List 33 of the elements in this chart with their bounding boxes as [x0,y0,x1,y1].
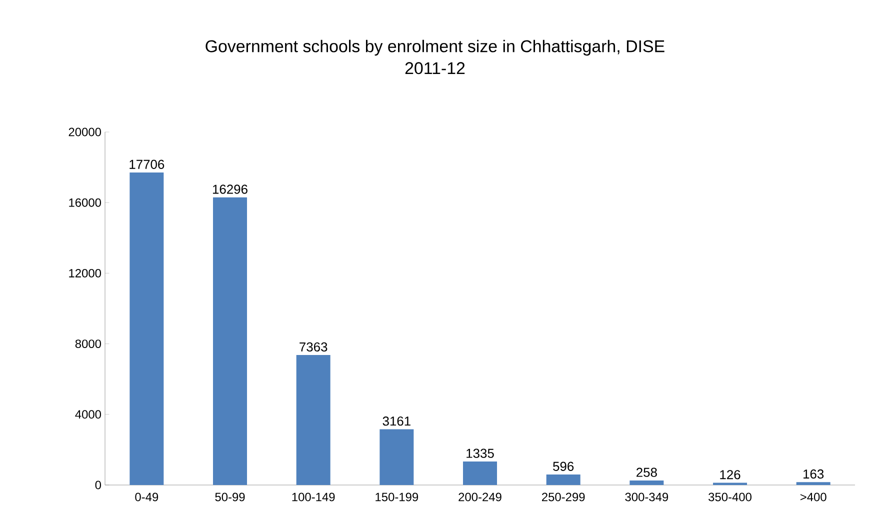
y-tick-label: 16000 [69,198,102,207]
bar [796,482,830,485]
y-tick-label: 0 [95,480,102,490]
x-tick-label: 300-349 [625,492,668,502]
bar [463,461,498,485]
data-label: 7363 [300,342,328,352]
bar [130,172,164,485]
bar [296,355,330,485]
x-tick-label: >400 [800,492,826,502]
y-tick-label: 20000 [68,128,102,136]
chart-title: Government schools by enrolment size in Chhattisgarh, DISE 2011-12 [206,40,664,74]
x-tick-label: 150-199 [376,492,418,502]
x-tick-label: 100-149 [292,492,335,502]
data-label: 126 [720,470,740,480]
bar [630,480,664,485]
y-tick-label: 8000 [75,340,102,348]
bar [213,197,248,485]
data-label: 16296 [212,184,248,194]
data-label: 596 [553,462,574,471]
x-tick-label: 200-249 [458,492,502,502]
data-label: 258 [636,468,657,477]
x-tick-label: 250-299 [542,492,585,502]
data-label: 163 [804,469,824,479]
data-label: 3161 [382,416,410,426]
x-tick-label: 0-49 [135,492,158,502]
x-tick-label: 350-400 [708,492,752,502]
data-label: 1335 [466,448,494,458]
y-tick-label: 12000 [69,268,102,278]
y-tick-label: 4000 [75,410,102,419]
bar [546,474,580,485]
bar [380,429,414,485]
x-tick-label: 50-99 [215,492,245,502]
data-label: 17706 [130,160,164,169]
